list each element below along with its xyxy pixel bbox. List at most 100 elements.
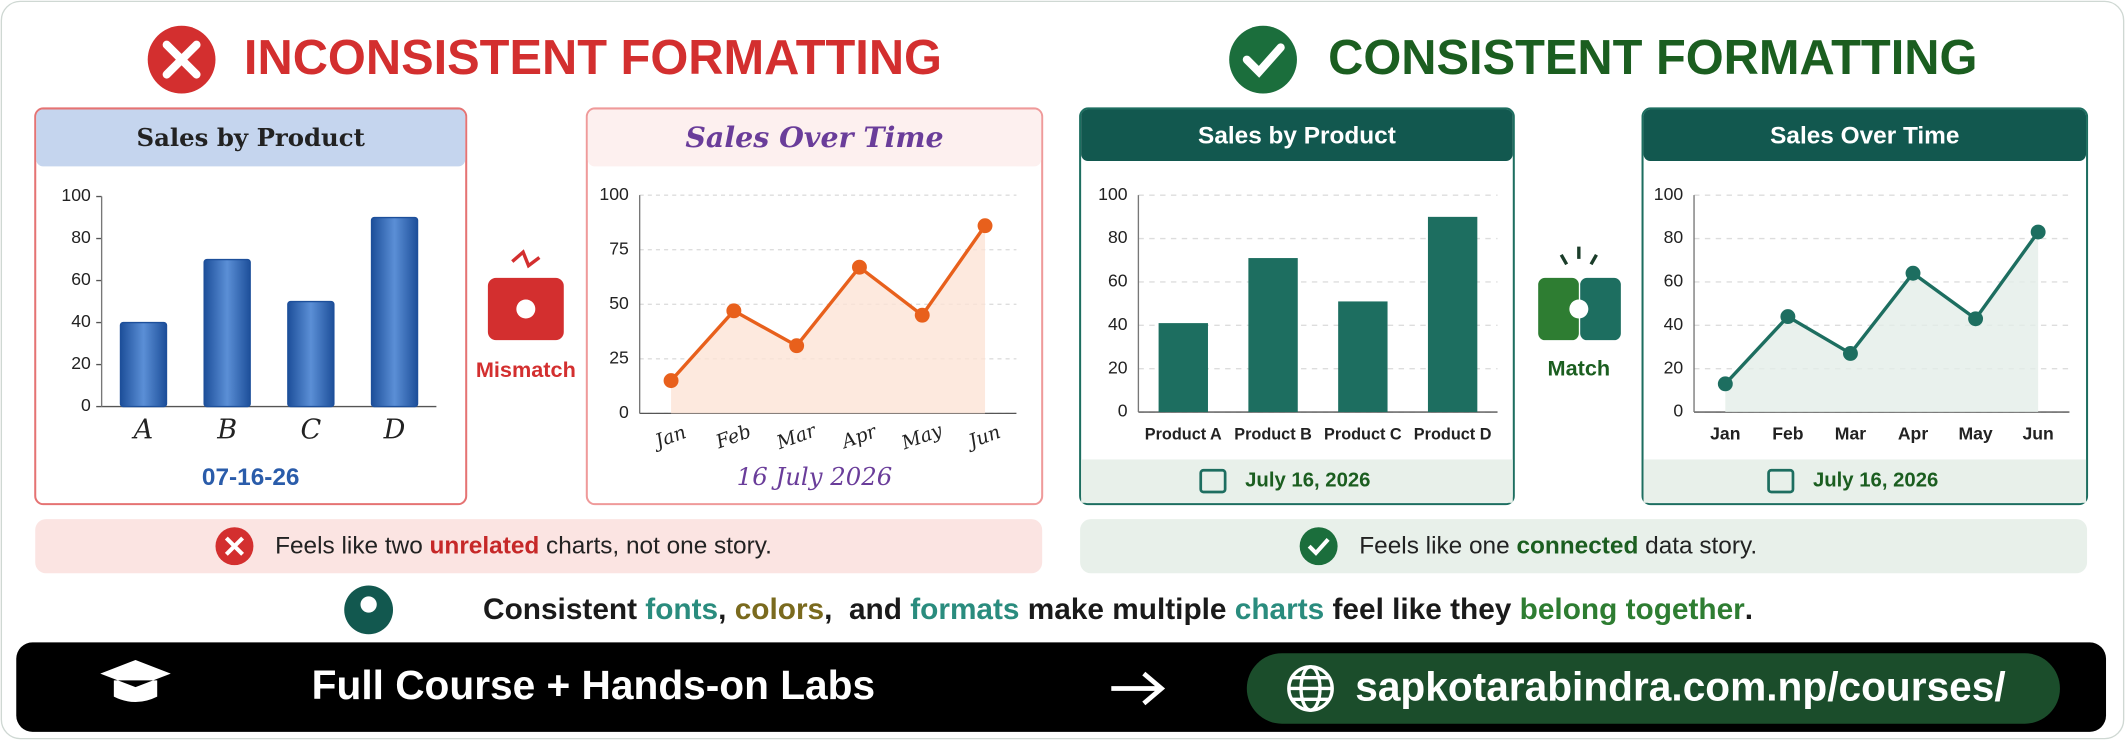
point bbox=[726, 303, 742, 319]
chart-date: July 16, 2026 bbox=[1813, 470, 1938, 492]
check-glyph bbox=[1242, 43, 1285, 78]
point bbox=[1780, 309, 1796, 325]
bar bbox=[287, 300, 335, 408]
chart-title: Sales by Product bbox=[1198, 122, 1396, 149]
note-x-glyph bbox=[224, 536, 245, 556]
match-icon bbox=[1538, 246, 1621, 341]
point bbox=[977, 218, 993, 234]
course-label: Full Course + Hands-on Labs bbox=[312, 662, 875, 708]
panel-footer bbox=[1081, 459, 1513, 503]
text-segment: unrelated bbox=[430, 533, 540, 560]
point bbox=[1968, 311, 1984, 327]
bar bbox=[1338, 301, 1388, 413]
y-tick-label: 80 bbox=[1108, 227, 1128, 247]
point bbox=[851, 259, 867, 275]
bar bbox=[203, 258, 251, 408]
point bbox=[2030, 224, 2046, 240]
chart-date: July 16, 2026 bbox=[1245, 470, 1370, 492]
area bbox=[671, 225, 986, 414]
y-tick-label: 60 bbox=[1664, 271, 1684, 291]
left-note: Feels like two unrelated charts, not one… bbox=[275, 533, 772, 560]
x-tick-label: B bbox=[216, 414, 237, 445]
x-tick-label: Product C bbox=[1324, 425, 1402, 443]
check-icon bbox=[1229, 25, 1297, 94]
y-tick-label: 50 bbox=[609, 293, 629, 313]
x-tick-label: Jan bbox=[1710, 424, 1740, 444]
text-segment: belong together bbox=[1520, 593, 1746, 626]
y-tick-label: 80 bbox=[71, 227, 91, 247]
match-label: Match bbox=[1548, 356, 1611, 381]
mismatch-icon bbox=[487, 249, 564, 341]
chart-title: Sales by Product bbox=[137, 123, 366, 152]
panel-footer bbox=[1643, 459, 2087, 503]
y-tick-label: 100 bbox=[61, 185, 91, 205]
panel-header bbox=[36, 109, 466, 167]
y-tick-label: 100 bbox=[1654, 184, 1684, 204]
text-segment: . bbox=[1745, 593, 1753, 626]
tip: Consistent fonts, colors, and formats ma… bbox=[483, 593, 1753, 626]
left-heading: INCONSISTENT FORMATTING bbox=[244, 31, 942, 85]
y-tick-label: 0 bbox=[1118, 401, 1128, 421]
bar bbox=[119, 321, 168, 408]
cap-icon bbox=[100, 660, 171, 703]
x-tick-label: Feb bbox=[1772, 424, 1804, 444]
bar bbox=[370, 216, 419, 408]
y-tick-label: 80 bbox=[1664, 227, 1684, 247]
y-tick-label: 20 bbox=[1664, 357, 1684, 377]
point bbox=[914, 307, 930, 323]
y-tick-label: 100 bbox=[599, 184, 629, 204]
y-tick-label: 0 bbox=[619, 402, 629, 422]
x-tick-label: Product D bbox=[1414, 425, 1492, 443]
x-tick-label: C bbox=[300, 414, 321, 445]
panel-header bbox=[587, 109, 1042, 167]
chart-date: 07-16-26 bbox=[202, 464, 300, 491]
note-check-icon bbox=[1299, 527, 1338, 566]
chart-title: Sales Over Time bbox=[1770, 122, 1959, 149]
x-tick-label: A bbox=[131, 414, 154, 445]
text-segment: Feels like one bbox=[1359, 533, 1516, 560]
left-note-box bbox=[35, 519, 1043, 574]
bar bbox=[1427, 216, 1478, 413]
point bbox=[1905, 265, 1921, 281]
point bbox=[1842, 346, 1858, 361]
text-segment: charts bbox=[1235, 593, 1324, 626]
y-tick-label: 40 bbox=[1664, 314, 1684, 334]
line bbox=[669, 224, 987, 382]
x-tick-label: May bbox=[1958, 424, 1992, 444]
x-tick-label: Product A bbox=[1145, 425, 1222, 443]
y-tick-label: 0 bbox=[1673, 401, 1683, 421]
y-tick-label: 40 bbox=[1108, 314, 1128, 334]
arrow bbox=[1111, 671, 1166, 706]
globe-icon bbox=[1287, 665, 1334, 712]
y-tick-label: 100 bbox=[1098, 184, 1128, 204]
panel-header bbox=[1081, 109, 1513, 161]
url-link[interactable]: sapkotarabindra.com.np/courses/ bbox=[1355, 664, 2005, 710]
y-tick-label: 20 bbox=[71, 353, 91, 373]
y-tick-label: 40 bbox=[71, 311, 91, 331]
note-check-glyph bbox=[1307, 538, 1330, 556]
point bbox=[1717, 376, 1733, 392]
text-segment: connected bbox=[1516, 533, 1638, 560]
bar bbox=[1158, 323, 1208, 413]
text-segment: , bbox=[718, 593, 735, 626]
y-tick-label: 0 bbox=[81, 395, 91, 415]
point bbox=[789, 338, 805, 354]
url-pill[interactable] bbox=[1246, 653, 2060, 724]
text-segment: feel like they bbox=[1324, 593, 1519, 626]
chart-date: 16 July 2026 bbox=[737, 462, 893, 491]
y-tick-label: 20 bbox=[1108, 357, 1128, 377]
y-tick-label: 25 bbox=[609, 347, 629, 367]
y-tick-label: 60 bbox=[1108, 271, 1128, 291]
y-tick-label: 60 bbox=[71, 269, 91, 289]
text-segment: data story. bbox=[1638, 533, 1757, 560]
panel-header bbox=[1643, 109, 2087, 161]
text-segment: charts, not one story. bbox=[539, 533, 772, 560]
text-segment: , and bbox=[824, 593, 910, 626]
text-segment: fonts bbox=[645, 593, 718, 626]
chart-title: Sales Over Time bbox=[685, 120, 943, 154]
text-segment: Feels like two bbox=[275, 533, 429, 560]
calendar-icon bbox=[1199, 468, 1227, 494]
x-tick-label: Apr bbox=[1898, 424, 1928, 444]
bar bbox=[1248, 258, 1298, 413]
